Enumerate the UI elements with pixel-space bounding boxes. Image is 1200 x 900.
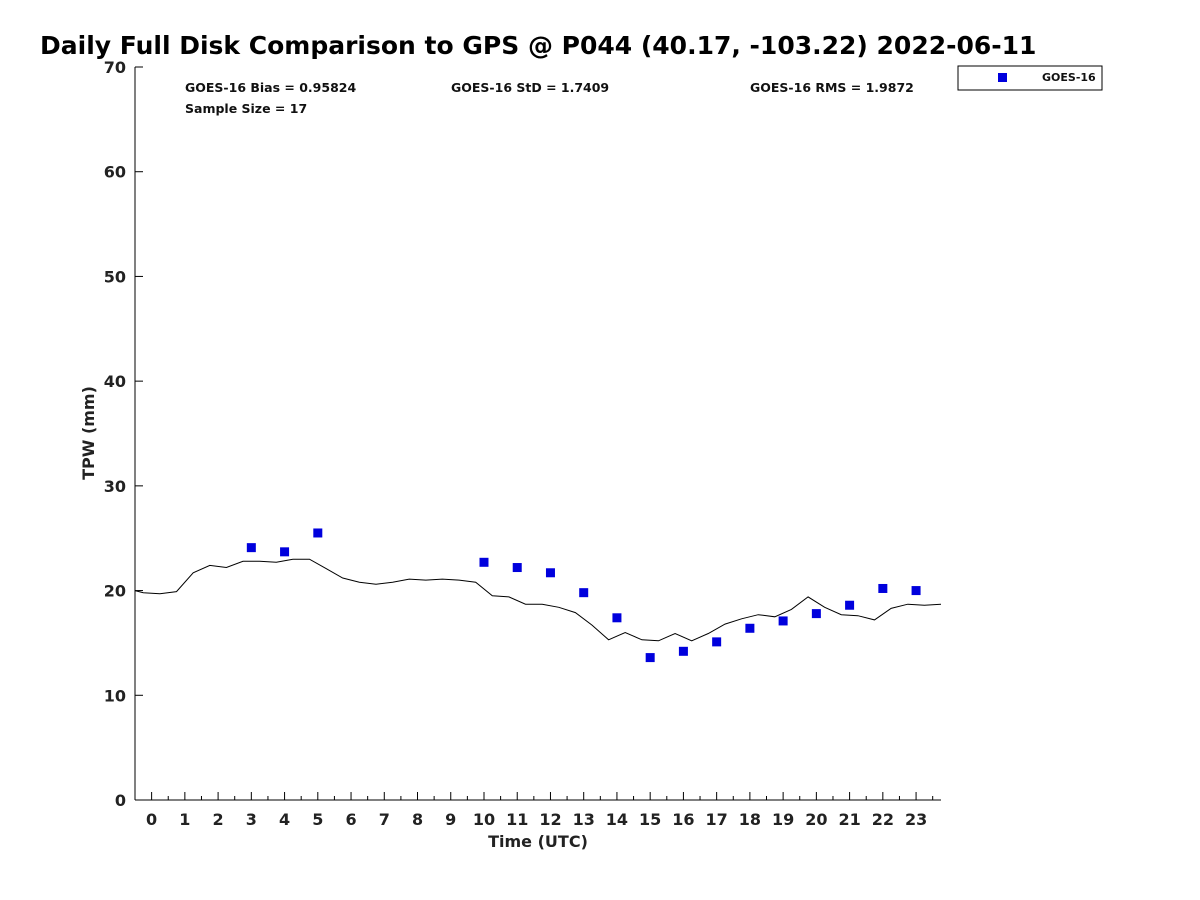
- x-tick-label: 22: [872, 810, 894, 829]
- x-tick-label: 14: [606, 810, 628, 829]
- goes16-point: [579, 588, 589, 598]
- goes16-point: [246, 543, 256, 553]
- goes16-point: [280, 547, 290, 557]
- x-tick-label: 17: [706, 810, 728, 829]
- legend-label-goes16: GOES-16: [1042, 71, 1096, 84]
- goes16-point: [878, 583, 888, 593]
- x-tick-label: 4: [279, 810, 290, 829]
- y-tick-label: 30: [104, 477, 126, 496]
- y-tick-label: 70: [104, 58, 126, 77]
- goes16-point: [845, 600, 855, 610]
- x-tick-label: 15: [639, 810, 661, 829]
- x-tick-label: 18: [739, 810, 761, 829]
- legend-box: [957, 65, 1103, 91]
- goes16-point: [512, 563, 522, 573]
- goes16-point: [612, 613, 622, 623]
- goes16-point: [678, 646, 688, 656]
- stat-bias: GOES-16 Bias = 0.95824: [185, 80, 356, 95]
- x-tick-label: 11: [506, 810, 528, 829]
- x-ticks: 0 1 2 3 4 5 6 7 8 9 10 11 12 13 14 15 16 17 18 19 20 21 22 23: [146, 792, 934, 829]
- y-tick-label: 40: [104, 372, 126, 391]
- stat-rms: GOES-16 RMS = 1.9872: [750, 80, 914, 95]
- gps-series-line: [134, 558, 942, 642]
- goes16-point: [313, 528, 323, 538]
- goes16-point: [811, 609, 821, 619]
- x-tick-label: 12: [539, 810, 561, 829]
- x-tick-label: 5: [312, 810, 323, 829]
- x-tick-label: 6: [345, 810, 356, 829]
- x-tick-label: 21: [838, 810, 860, 829]
- goes16-point: [479, 557, 489, 567]
- x-tick-label: 9: [445, 810, 456, 829]
- stat-std: GOES-16 StD = 1.7409: [451, 80, 609, 95]
- y-tick-label: 20: [104, 582, 126, 601]
- goes16-point: [645, 653, 655, 663]
- y-ticks: 0 10 20 30 40 50 60 70: [104, 58, 143, 810]
- y-tick-label: 0: [115, 791, 126, 810]
- goes16-point: [712, 637, 722, 647]
- goes16-point: [778, 616, 788, 626]
- y-tick-label: 50: [104, 267, 126, 286]
- goes16-point: [745, 623, 755, 633]
- chart-title: Daily Full Disk Comparison to GPS @ P044…: [40, 31, 1036, 60]
- series-layer: [134, 528, 942, 663]
- x-tick-label: 3: [246, 810, 257, 829]
- x-tick-label: 10: [473, 810, 495, 829]
- x-tick-label: 19: [772, 810, 794, 829]
- x-tick-label: 0: [146, 810, 157, 829]
- x-tick-label: 8: [412, 810, 423, 829]
- x-tick-label: 1: [179, 810, 190, 829]
- stat-sample-size: Sample Size = 17: [185, 101, 307, 116]
- goes16-point: [911, 586, 921, 596]
- y-tick-label: 10: [104, 686, 126, 705]
- x-tick-label: 16: [672, 810, 694, 829]
- stats-annotations: GOES-16 Bias = 0.95824 GOES-16 StD = 1.7…: [185, 80, 914, 116]
- x-axis-label: Time (UTC): [488, 832, 588, 851]
- y-axis-label: TPW (mm): [79, 386, 98, 480]
- x-tick-label: 2: [213, 810, 224, 829]
- x-tick-label: 7: [379, 810, 390, 829]
- x-tick-label: 20: [805, 810, 827, 829]
- goes16-point: [545, 568, 555, 578]
- y-tick-label: 60: [104, 163, 126, 182]
- x-tick-label: 13: [573, 810, 595, 829]
- legend-marker-goes16: [998, 73, 1007, 82]
- legend: GOES-16: [957, 65, 1103, 91]
- x-tick-label: 23: [905, 810, 927, 829]
